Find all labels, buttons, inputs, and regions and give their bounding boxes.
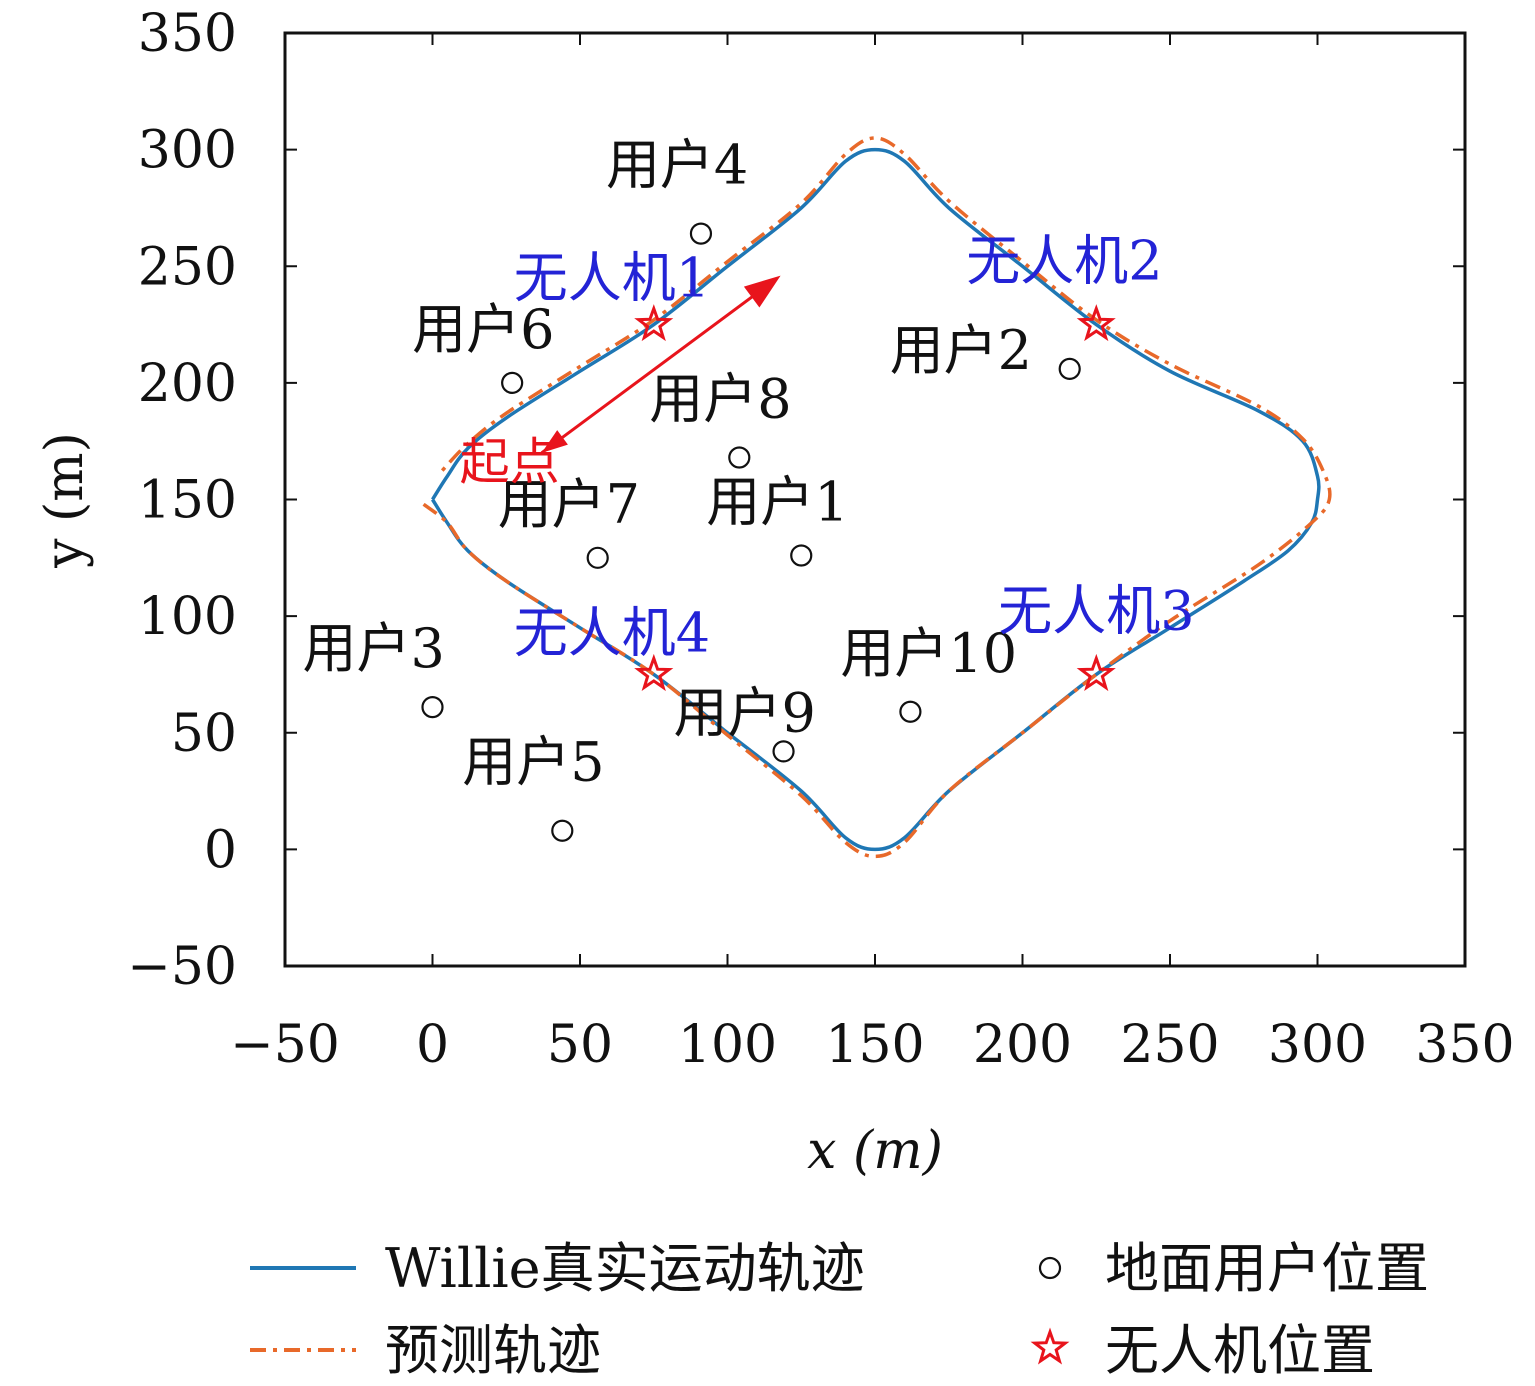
user-label: 用户7 (498, 473, 640, 536)
user-marker (551, 819, 574, 842)
uav-star-icon (1076, 304, 1116, 342)
y-tick-label: 350 (138, 4, 237, 64)
x-tick-label: 250 (1120, 1015, 1219, 1075)
x-tick-label: 300 (1268, 1015, 1367, 1075)
y-tick-label: 0 (204, 820, 237, 880)
user-marker (790, 544, 813, 567)
user-marker (728, 446, 751, 469)
user-label: 用户5 (462, 731, 604, 794)
user-label: 用户3 (303, 617, 445, 680)
x-tick-label: 50 (547, 1015, 613, 1075)
x-tick-label: 0 (416, 1015, 449, 1075)
user-label: 用户1 (706, 470, 848, 533)
uav-label: 无人机1 (514, 247, 710, 310)
user-label: 用户4 (606, 134, 748, 197)
plot-area (283, 31, 1467, 968)
y-tick-label: 200 (138, 354, 237, 414)
user-marker (586, 546, 609, 569)
legend-label: 地面用户位置 (1105, 1237, 1429, 1300)
uav-star-icon (1076, 653, 1116, 692)
uav-star-icon (634, 653, 674, 692)
uavs-group: 无人机1 无人机2 无人机3 无人机4 (514, 230, 1195, 692)
legend-circle-icon (1038, 1256, 1062, 1280)
annotation-group: 起点 (460, 275, 781, 491)
user-label: 用户8 (649, 368, 791, 431)
legend-label: 预测轨迹 (385, 1319, 601, 1382)
x-tick-label: −50 (230, 1015, 340, 1075)
y-tick-label: −50 (127, 937, 237, 997)
plot-frame (283, 31, 1467, 968)
x-tick-label: 100 (678, 1015, 777, 1075)
user-marker (772, 740, 795, 763)
x-axis-label: x (m) (807, 1121, 943, 1181)
x-tick-label: 350 (1415, 1015, 1514, 1075)
user-label: 用户6 (412, 298, 554, 361)
series-predicted-track (422, 136, 1332, 859)
axis-ticks: −50 0 50 100 150 200 250 300 350 −50 0 50 100 150 200 2… (127, 4, 1514, 1075)
user-marker (899, 700, 922, 723)
uav-label: 无人机2 (966, 230, 1162, 293)
start-arrow-line (540, 286, 766, 455)
y-tick-label: 50 (171, 704, 237, 764)
legend-label: Willie真实运动轨迹 (385, 1237, 865, 1300)
y-tick-label: 100 (138, 587, 237, 647)
y-tick-label: 250 (138, 237, 237, 297)
start-arrow-tail (541, 430, 568, 453)
start-arrow-head (743, 275, 781, 308)
uav-star-icon (634, 304, 674, 342)
user-marker (689, 222, 713, 245)
user-marker (501, 371, 524, 394)
y-axis-label: y (m) (35, 432, 95, 569)
x-tick-label: 200 (973, 1015, 1072, 1075)
start-label: 起点 (460, 433, 560, 491)
x-tick-label: 150 (825, 1015, 924, 1075)
series-true-track (431, 147, 1321, 852)
uav-label: 无人机4 (514, 601, 710, 664)
y-tick-label: 150 (138, 471, 237, 531)
user-marker (421, 695, 444, 719)
user-label: 用户2 (890, 319, 1032, 382)
legend-label: 无人机位置 (1105, 1319, 1375, 1382)
series-group (422, 136, 1332, 859)
uav-label: 无人机3 (998, 579, 1194, 642)
user-label: 用户10 (840, 622, 1017, 685)
legend-star-icon (1030, 1327, 1070, 1365)
y-tick-label: 300 (138, 121, 237, 181)
user-label: 用户9 (674, 681, 816, 744)
user-marker (1058, 357, 1081, 380)
